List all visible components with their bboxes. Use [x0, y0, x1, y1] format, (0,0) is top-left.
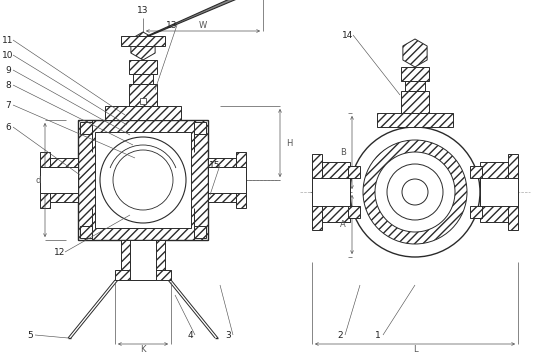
Bar [121, 240, 130, 270]
Bar [156, 240, 165, 270]
Circle shape [375, 152, 455, 232]
Bar [312, 178, 350, 206]
Circle shape [387, 164, 443, 220]
Bar [348, 166, 360, 178]
Circle shape [363, 140, 467, 244]
Bar [80, 226, 92, 238]
Bar [129, 60, 157, 74]
Bar [401, 91, 429, 113]
Bar [133, 74, 153, 84]
Text: 11: 11 [2, 35, 14, 44]
Bar [236, 152, 246, 208]
Bar [130, 240, 156, 280]
Bar [470, 206, 482, 218]
Bar [194, 226, 206, 238]
Text: 13: 13 [166, 20, 178, 29]
Polygon shape [403, 39, 427, 67]
Text: B: B [340, 148, 346, 157]
Text: 10: 10 [2, 50, 14, 59]
Bar [40, 167, 78, 193]
Text: 3: 3 [225, 330, 231, 339]
Polygon shape [147, 0, 263, 36]
Bar [129, 84, 157, 106]
Text: 1: 1 [375, 330, 381, 339]
Text: d: d [35, 175, 41, 184]
Bar [194, 122, 206, 134]
Bar [208, 158, 236, 167]
Bar [480, 162, 508, 222]
Bar [208, 167, 246, 193]
Text: H: H [286, 139, 293, 147]
Bar [140, 98, 146, 104]
Bar [80, 122, 92, 134]
Text: W: W [199, 20, 207, 29]
Bar [50, 158, 78, 167]
Text: 2: 2 [337, 330, 343, 339]
Text: L: L [413, 345, 417, 354]
Bar [208, 193, 236, 202]
Bar [322, 162, 350, 222]
Text: 8: 8 [5, 81, 11, 90]
Bar [480, 178, 518, 206]
Text: K: K [140, 345, 146, 354]
Circle shape [402, 179, 428, 205]
Text: 6: 6 [5, 122, 11, 131]
Text: A: A [340, 220, 346, 229]
Text: 9: 9 [5, 66, 11, 74]
Circle shape [350, 127, 480, 257]
Bar [40, 152, 50, 208]
Circle shape [100, 137, 186, 223]
Text: 13: 13 [137, 5, 148, 15]
Bar [50, 193, 78, 202]
Text: 12: 12 [54, 247, 66, 256]
Bar [405, 81, 425, 91]
Text: 5: 5 [27, 330, 33, 339]
Bar [401, 67, 429, 81]
Text: 15: 15 [209, 160, 221, 169]
Text: 14: 14 [342, 30, 354, 39]
Bar [78, 120, 208, 240]
Polygon shape [131, 32, 155, 60]
Bar [312, 154, 322, 230]
Bar [121, 36, 165, 46]
Bar [508, 154, 518, 230]
Circle shape [113, 150, 173, 210]
Bar [348, 206, 360, 218]
Text: 7: 7 [5, 101, 11, 110]
Bar [470, 166, 482, 178]
Bar [377, 113, 453, 127]
Bar [115, 270, 171, 280]
Text: 4: 4 [187, 330, 193, 339]
Bar [95, 132, 191, 228]
Bar [105, 106, 181, 120]
